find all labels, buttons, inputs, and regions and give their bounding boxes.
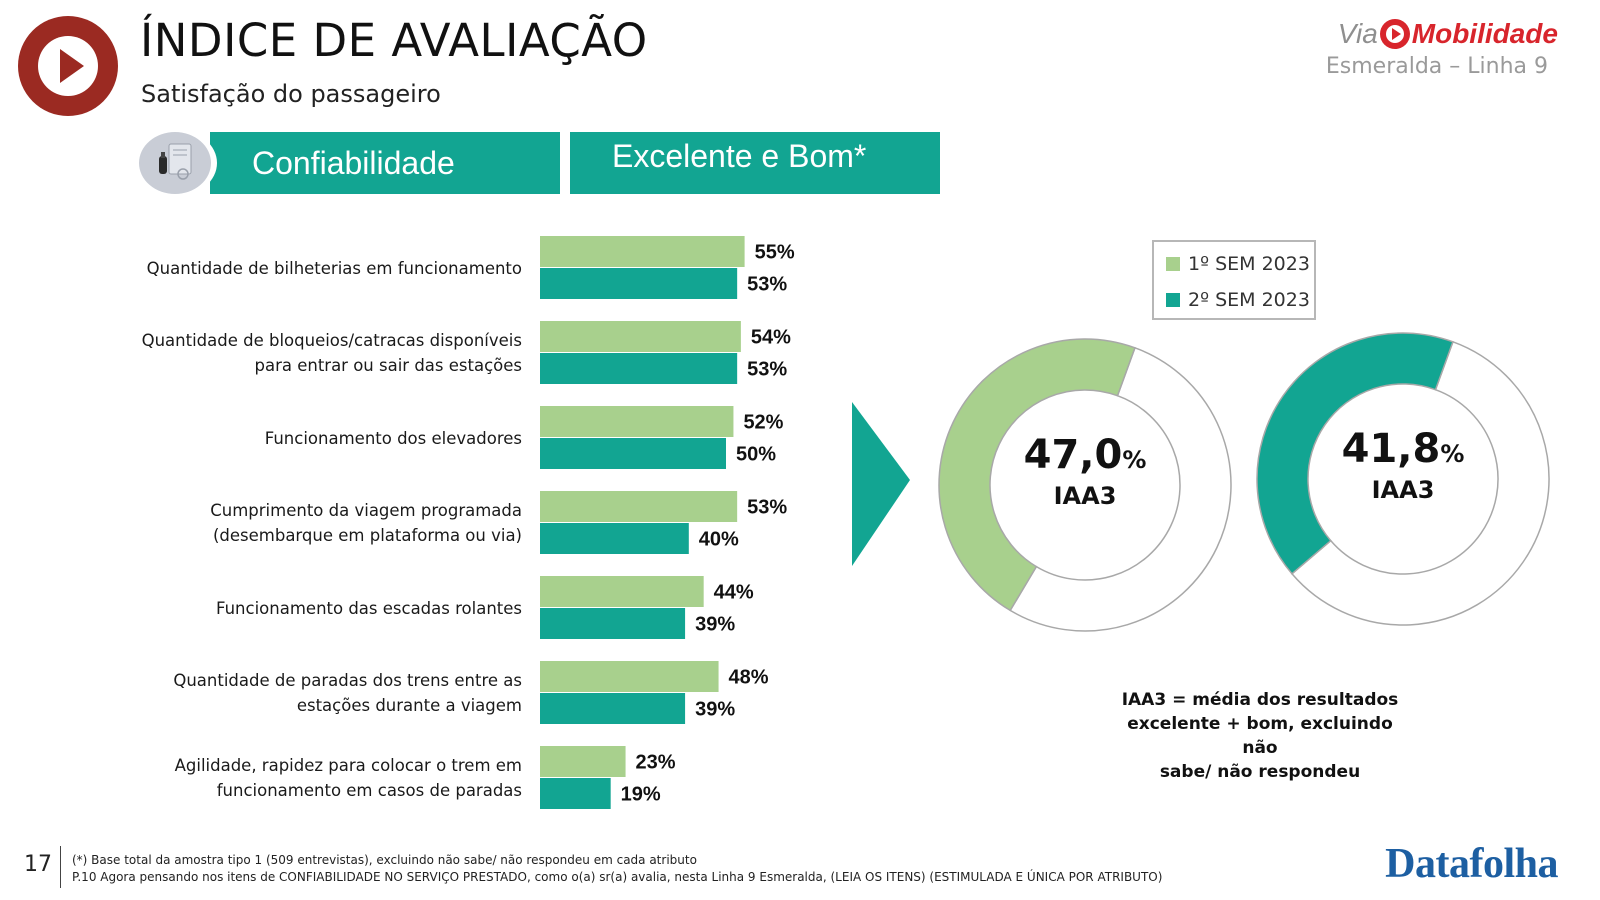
footnote-line: P.10 Agora pensando nos itens de CONFIAB… [72, 870, 1163, 884]
bars-layer: 55% 53% 54% 53% 52% 50% 53% 40% 44% 39% 48% 39% 23% 1… [540, 236, 795, 809]
page-subtitle: Satisfação do passageiro [141, 80, 441, 108]
page-number: 17 [24, 852, 52, 877]
bar [540, 576, 704, 607]
data-label: 53% [747, 274, 787, 296]
data-label: 19% [621, 784, 661, 806]
category-label-line: Funcionamento dos elevadores [264, 428, 522, 448]
data-label: 40% [699, 529, 739, 551]
footnote-line: (*) Base total da amostra tipo 1 (509 en… [72, 853, 697, 867]
page-title: ÍNDICE DE AVALIAÇÃO [140, 14, 648, 67]
category-label: Agilidade, rapidez para colocar o trem e… [102, 753, 522, 803]
note-line: IAA3 = média dos resultados [1121, 690, 1399, 710]
line-name: Esmeralda – Linha 9 [1325, 54, 1548, 79]
legend-item: 1º SEM 2023 [1166, 246, 1314, 282]
category-label-line: Cumprimento da viagem programada [210, 501, 522, 520]
category-label-line: funcionamento em casos de paradas [216, 781, 522, 800]
brand-via: Via [1337, 18, 1378, 49]
bar [540, 406, 734, 437]
footnote: (*) Base total da amostra tipo 1 (509 en… [72, 852, 1162, 886]
data-label: 55% [755, 242, 795, 264]
datafolha-logo: Datafolha [1385, 841, 1558, 887]
donut-value: 41,8% [1341, 426, 1465, 472]
legend-swatch [1166, 257, 1180, 271]
data-label: 50% [736, 444, 776, 466]
data-label: 53% [747, 359, 787, 381]
category-label: Cumprimento da viagem programada (desemba… [102, 498, 522, 548]
bar [540, 236, 745, 267]
bar [540, 321, 741, 352]
category-label: Quantidade de paradas dos trens entre as… [102, 668, 522, 718]
bar [540, 661, 719, 692]
category-label: Quantidade de bilheterias em funcionamen… [102, 256, 522, 281]
data-label: 53% [747, 497, 787, 519]
bar [540, 693, 686, 724]
category-label-line: estações durante a viagem [296, 696, 522, 715]
bar [540, 778, 611, 809]
brand-play-icon [1379, 19, 1410, 49]
iaa3-note: IAA3 = média dos resultados excelente + … [1110, 688, 1410, 784]
data-label: 23% [636, 752, 676, 774]
arrow-shape [852, 402, 910, 566]
bar [540, 491, 738, 522]
bar [540, 438, 726, 469]
legend-label: 2º SEM 2023 [1188, 289, 1310, 311]
category-banner: Confiabilidade [210, 132, 560, 194]
note-line: excelente + bom, excluindo não [1127, 714, 1393, 758]
data-label: 44% [714, 582, 754, 604]
legend-item: 2º SEM 2023 [1166, 282, 1314, 318]
category-label-line: Funcionamento das escadas rolantes [216, 598, 522, 618]
bar [540, 608, 686, 639]
data-label: 52% [743, 412, 783, 434]
note-line: sabe/ não respondeu [1159, 762, 1361, 782]
category-label: Quantidade de bloqueios/catracas disponí… [102, 328, 522, 378]
legend-label: 1º SEM 2023 [1188, 253, 1310, 275]
data-label: 39% [695, 699, 735, 721]
category-label-line: Quantidade de bilheterias em funcionamen… [146, 258, 522, 278]
play-icon [18, 16, 118, 116]
metric-banner: Excelente e Bom* [570, 132, 940, 194]
category-label: Funcionamento dos elevadores [102, 426, 522, 451]
category-label-line: Quantidade de bloqueios/catracas disponí… [141, 331, 522, 350]
donut-label: IAA3 [1371, 476, 1435, 504]
donut-center-1: 47,0% IAA3 [985, 432, 1185, 510]
donut-value: 47,0% [1023, 432, 1147, 478]
category-label-line: Agilidade, rapidez para colocar o trem e… [174, 756, 522, 775]
bar [540, 353, 738, 384]
donut-center-2: 41,8% IAA3 [1303, 426, 1503, 504]
footer-divider [60, 846, 61, 888]
data-label: 39% [695, 614, 735, 636]
category-label-line: Quantidade de paradas dos trens entre as [173, 671, 522, 690]
legend-swatch [1166, 293, 1180, 307]
ticket-reader-icon [137, 130, 217, 196]
bar [540, 746, 626, 777]
donut-label: IAA3 [1053, 482, 1117, 510]
brand-logo: Via Mobilidade [1338, 14, 1558, 54]
bar [540, 523, 689, 554]
category-label-line: para entrar ou sair das estações [254, 356, 522, 375]
data-label: 54% [751, 327, 791, 349]
category-label-line: (desembarque em plataforma ou via) [212, 526, 522, 545]
brand-mobilidade: Mobilidade [1411, 18, 1558, 49]
chart-legend: 1º SEM 2023 2º SEM 2023 [1152, 240, 1316, 320]
data-label: 48% [729, 667, 769, 689]
category-label: Funcionamento das escadas rolantes [102, 596, 522, 621]
bar [540, 268, 738, 299]
